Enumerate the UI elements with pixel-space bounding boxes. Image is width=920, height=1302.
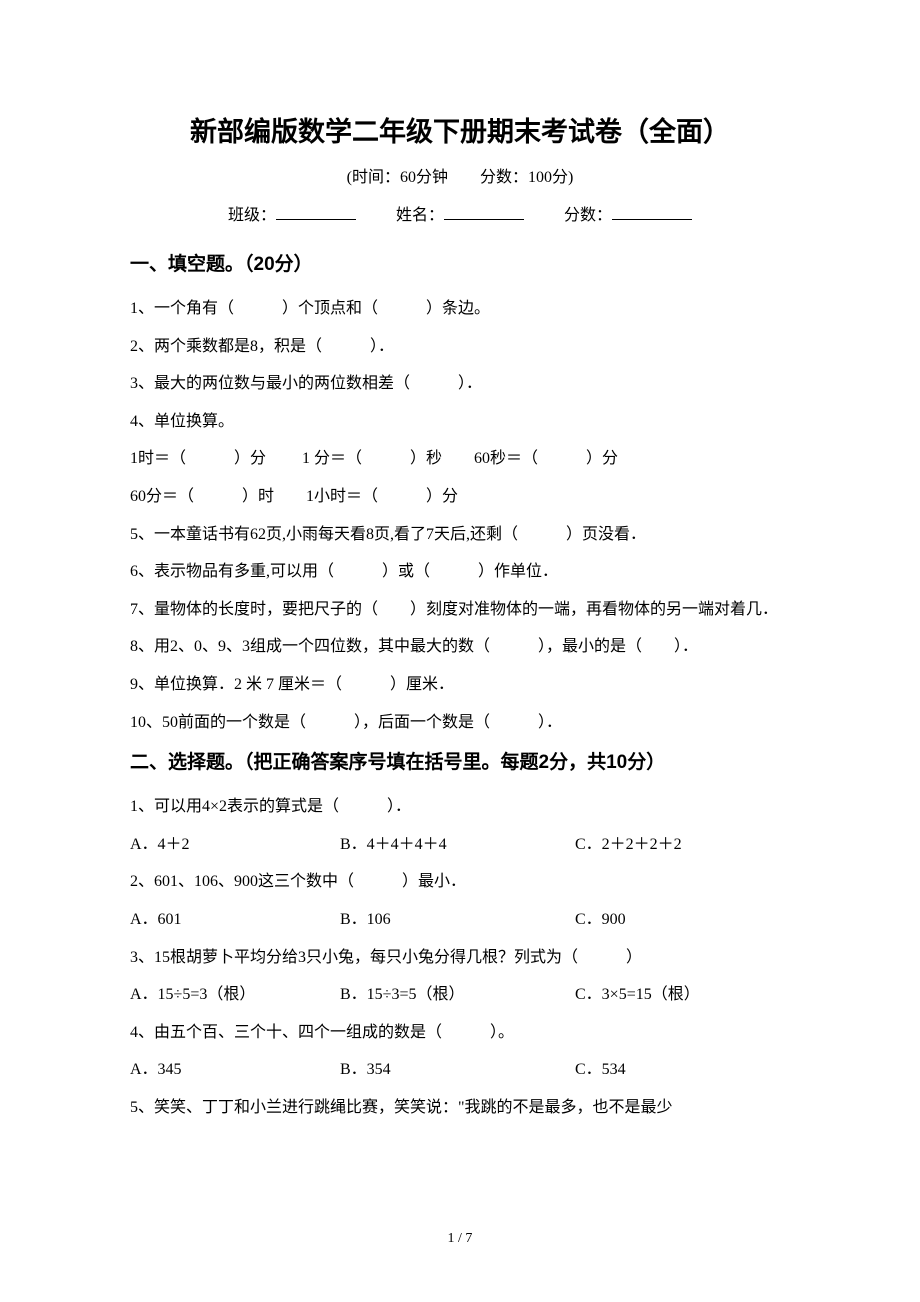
- choice-q4-b: B．354: [340, 1051, 575, 1089]
- choice-q1-stem: 1、可以用4×2表示的算式是（ ）．: [130, 788, 790, 826]
- score-label: 分数：: [564, 207, 612, 224]
- choice-q1-a: A．4＋2: [130, 826, 340, 864]
- fill-q3: 3、最大的两位数与最小的两位数相差（ ）．: [130, 365, 790, 403]
- choice-q3-stem: 3、15根胡萝卜平均分给3只小兔，每只小兔分得几根？列式为（ ）: [130, 939, 790, 977]
- choice-q4-options: A．345 B．354 C．534: [130, 1051, 790, 1089]
- class-label: 班级：: [228, 207, 276, 224]
- fill-q9: 9、单位换算．2 米 7 厘米＝（ ）厘米．: [130, 666, 790, 704]
- choice-q1-options: A．4＋2 B．4＋4＋4＋4 C．2＋2＋2＋2: [130, 826, 790, 864]
- fill-q6: 6、表示物品有多重,可以用（ ）或（ ）作单位．: [130, 553, 790, 591]
- fill-q1: 1、一个角有（ ）个顶点和（ ）条边。: [130, 290, 790, 328]
- choice-q5-stem: 5、笑笑、丁丁和小兰进行跳绳比赛，笑笑说："我跳的不是最多，也不是最少: [130, 1089, 790, 1127]
- section-1-heading: 一、填空题。（20分）: [130, 249, 790, 276]
- choice-q3-b: B．15÷3=5（根）: [340, 976, 575, 1014]
- page-number: 1 / 7: [0, 1231, 920, 1247]
- choice-q3-a: A．15÷5=3（根）: [130, 976, 340, 1014]
- fill-q7: 7、量物体的长度时，要把尺子的（ ）刻度对准物体的一端，再看物体的另一端对着几．: [130, 591, 790, 629]
- fill-q10: 10、50前面的一个数是（ ），后面一个数是（ ）．: [130, 704, 790, 742]
- fill-q4-line2: 60分＝（ ）时 1小时＝（ ）分: [130, 478, 790, 516]
- name-blank[interactable]: [444, 202, 524, 220]
- choice-q3-options: A．15÷5=3（根） B．15÷3=5（根） C．3×5=15（根）: [130, 976, 790, 1014]
- choice-q2-b: B．106: [340, 901, 575, 939]
- choice-q1-b: B．4＋4＋4＋4: [340, 826, 575, 864]
- fill-q5: 5、一本童话书有62页,小雨每天看8页,看了7天后,还剩（ ）页没看．: [130, 516, 790, 554]
- fill-q2: 2、两个乘数都是8，积是（ ）．: [130, 328, 790, 366]
- choice-q4-c: C．534: [575, 1051, 790, 1089]
- choice-q1-c: C．2＋2＋2＋2: [575, 826, 790, 864]
- exam-title: 新部编版数学二年级下册期末考试卷（全面）: [130, 110, 790, 149]
- score-blank[interactable]: [612, 202, 692, 220]
- name-label: 姓名：: [396, 207, 444, 224]
- choice-q2-options: A．601 B．106 C．900: [130, 901, 790, 939]
- fill-q8: 8、用2、0、9、3组成一个四位数，其中最大的数（ ），最小的是（ ）．: [130, 628, 790, 666]
- choice-q4-stem: 4、由五个百、三个十、四个一组成的数是（ ）。: [130, 1014, 790, 1052]
- student-info-line: 班级： 姓名： 分数：: [130, 201, 790, 225]
- choice-q3-c: C．3×5=15（根）: [575, 976, 790, 1014]
- choice-q2-c: C．900: [575, 901, 790, 939]
- section-2-heading: 二、选择题。（把正确答案序号填在括号里。每题2分，共10分）: [130, 747, 790, 774]
- exam-subtitle: (时间：60分钟 分数：100分): [130, 163, 790, 187]
- choice-q2-stem: 2、601、106、900这三个数中（ ）最小．: [130, 863, 790, 901]
- choice-q4-a: A．345: [130, 1051, 340, 1089]
- class-blank[interactable]: [276, 202, 356, 220]
- fill-q4: 4、单位换算。: [130, 403, 790, 441]
- choice-q2-a: A．601: [130, 901, 340, 939]
- fill-q4-line1: 1时＝（ ）分 1 分＝（ ）秒 60秒＝（ ）分: [130, 440, 790, 478]
